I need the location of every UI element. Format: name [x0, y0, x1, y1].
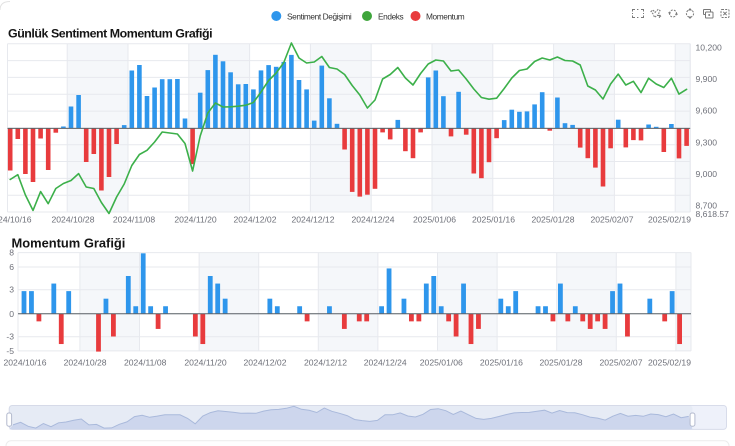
svg-text:Sentiment Değişimi: Sentiment Değişimi — [287, 11, 352, 21]
svg-text:2024/12/24: 2024/12/24 — [364, 358, 407, 368]
svg-text:9,000: 9,000 — [696, 169, 718, 179]
svg-text:2024/12/12: 2024/12/12 — [291, 215, 334, 225]
svg-text:9,900: 9,900 — [696, 74, 718, 84]
svg-text:Momentum: Momentum — [426, 11, 465, 21]
svg-text:2024/11/08: 2024/11/08 — [124, 358, 167, 368]
svg-text:0: 0 — [9, 309, 14, 319]
svg-text:9,600: 9,600 — [696, 106, 718, 116]
svg-text:2024/12/24: 2024/12/24 — [351, 215, 394, 225]
svg-text:8,618.57: 8,618.57 — [696, 209, 730, 219]
svg-text:2025/01/28: 2025/01/28 — [539, 358, 582, 368]
svg-text:2025/02/07: 2025/02/07 — [599, 358, 642, 368]
svg-text:2025/01/06: 2025/01/06 — [420, 358, 463, 368]
svg-text:2024/11/20: 2024/11/20 — [174, 215, 217, 225]
svg-text:10,200: 10,200 — [696, 42, 723, 52]
svg-text:8,700: 8,700 — [696, 200, 718, 210]
svg-text:2024/10/28: 2024/10/28 — [64, 358, 107, 368]
svg-text:2025/02/19: 2025/02/19 — [648, 215, 691, 225]
svg-text:Günlük Sentiment Momentum Graf: Günlük Sentiment Momentum Grafiği — [8, 27, 212, 41]
svg-text:2025/01/16: 2025/01/16 — [472, 215, 515, 225]
svg-text:2025/01/16: 2025/01/16 — [480, 358, 523, 368]
svg-text:Endeks: Endeks — [378, 11, 404, 21]
svg-text:2025/01/06: 2025/01/06 — [413, 215, 456, 225]
svg-text:2025/01/28: 2025/01/28 — [531, 215, 574, 225]
svg-text:3: 3 — [9, 285, 14, 295]
svg-text:2025/02/19: 2025/02/19 — [648, 358, 691, 368]
svg-text:2024/12/12: 2024/12/12 — [304, 358, 347, 368]
svg-text:2024/11/08: 2024/11/08 — [113, 215, 156, 225]
svg-text:2024/10/16: 2024/10/16 — [3, 358, 46, 368]
svg-text:2024/10/16: 2024/10/16 — [0, 215, 32, 225]
svg-text:6: 6 — [9, 262, 14, 272]
svg-text:9,300: 9,300 — [696, 137, 718, 147]
svg-text:2025/02/07: 2025/02/07 — [590, 215, 633, 225]
svg-text:-3: -3 — [6, 332, 14, 342]
svg-text:2024/11/20: 2024/11/20 — [184, 358, 227, 368]
svg-text:2024/10/28: 2024/10/28 — [51, 215, 94, 225]
svg-text:2024/12/02: 2024/12/02 — [233, 215, 276, 225]
svg-text:-5: -5 — [6, 346, 14, 356]
svg-text:8: 8 — [9, 248, 14, 258]
svg-text:Momentum Grafiği: Momentum Grafiği — [12, 236, 126, 251]
svg-text:2024/12/02: 2024/12/02 — [243, 358, 286, 368]
